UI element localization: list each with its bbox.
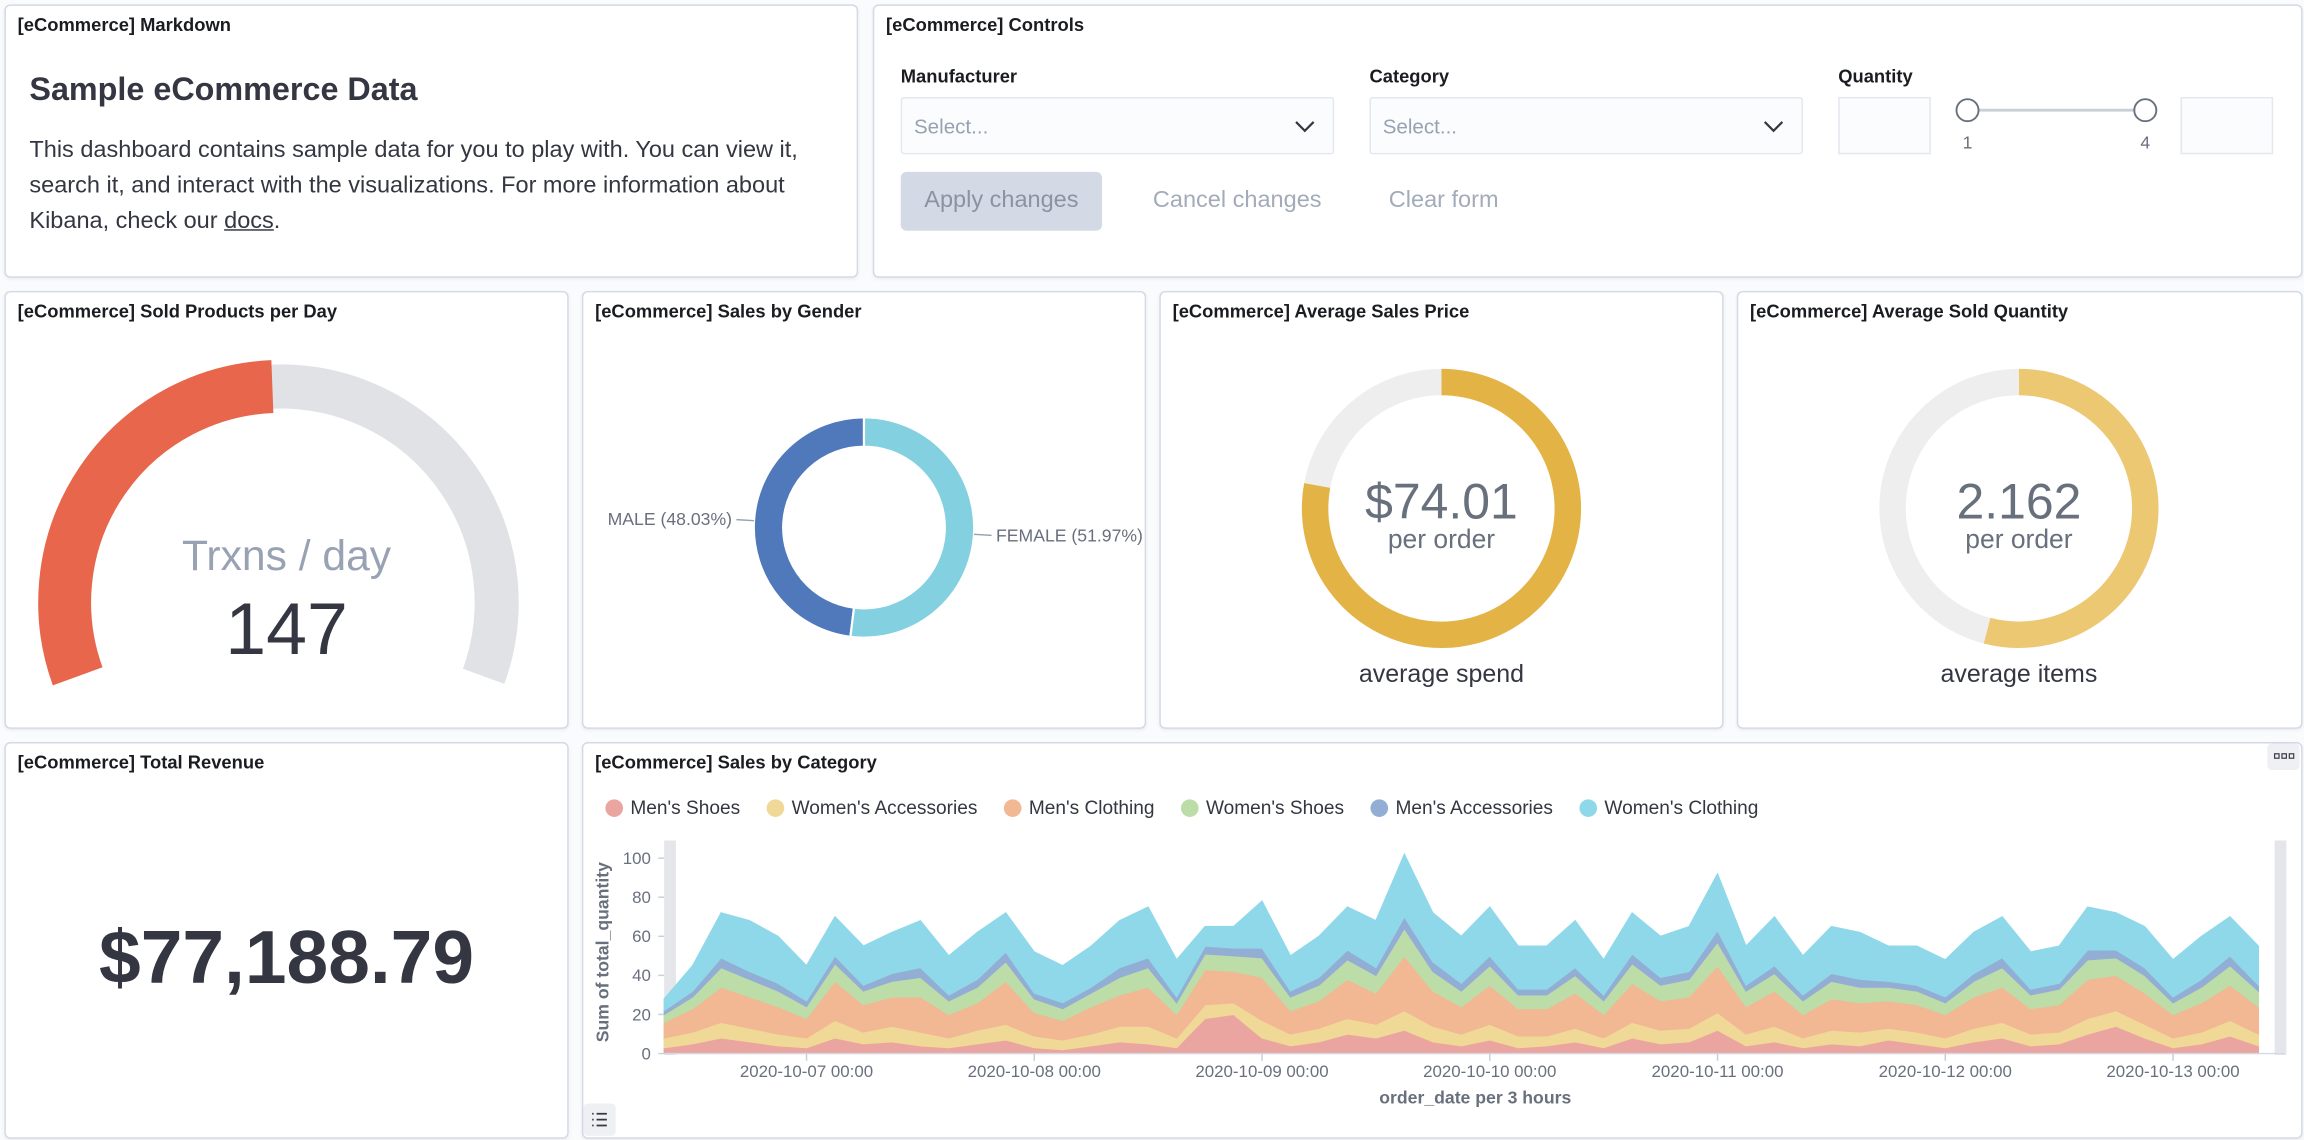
manufacturer-select[interactable]: Select... [900, 96, 1335, 155]
panel-title: [eCommerce] Sales by Gender [595, 301, 862, 322]
pie-chart: MALE (48.03%) FEMALE (51.97%) [608, 416, 1143, 639]
x-tick-label: 2020-10-08 00:00 [968, 1062, 1101, 1081]
legend-label: Men's Clothing [1029, 798, 1155, 819]
x-tick-label: 2020-10-10 00:00 [1423, 1062, 1556, 1081]
metric-subtitle: per order [1965, 524, 2072, 554]
panel-title: [eCommerce] Total Revenue [17, 752, 265, 773]
gauge-panel: [eCommerce] Sold Products per Day Trxns … [4, 290, 569, 729]
quantity-max-input[interactable] [2180, 96, 2274, 155]
text: . [273, 208, 281, 234]
y-tick-label: 60 [632, 927, 651, 946]
control-label: Category [1369, 66, 1450, 87]
docs-link[interactable]: docs [224, 208, 274, 234]
legend-label: Women's Clothing [1604, 798, 1758, 819]
legend-label: Men's Accessories [1395, 798, 1553, 819]
metric-value: 2.162 [1956, 474, 2081, 530]
legend-swatch [1003, 799, 1022, 817]
control-label: Manufacturer [900, 66, 1018, 87]
metric-panel: [eCommerce] Total Revenue $77,188.79 [4, 742, 569, 1139]
cancel-button[interactable]: Cancel changes [1152, 188, 1322, 214]
panel-title: [eCommerce] Markdown [17, 14, 231, 36]
y-tick-label: 80 [632, 888, 651, 907]
slider-min-label: 1 [1963, 132, 1973, 152]
panel-title: [eCommerce] Average Sales Price [1172, 301, 1470, 322]
markdown-text: This dashboard contains sample data for … [29, 134, 837, 240]
legend-swatch [766, 799, 785, 817]
gauge-label: Trxns / day [182, 532, 392, 580]
pie-slice [752, 416, 866, 639]
legend-swatch [1180, 799, 1199, 817]
x-axis-title: order_date per 3 hours [1379, 1088, 1571, 1108]
chevron [1295, 121, 1315, 133]
legend-label: Women's Shoes [1206, 798, 1344, 819]
x-tick-label: 2020-10-07 00:00 [740, 1062, 873, 1081]
metric-subtitle: per order [1388, 524, 1495, 554]
slider-handle[interactable] [1955, 98, 1980, 123]
icon [592, 1112, 607, 1127]
y-tick-label: 100 [623, 849, 651, 868]
panel-title: [eCommerce] Sales by Category [595, 752, 877, 773]
legend-swatch [1370, 799, 1389, 817]
metric-panel: [eCommerce] Average Sold Quantity 2.162 p… [1736, 290, 2303, 729]
panel-title: [eCommerce] Average Sold Quantity [1750, 301, 2069, 322]
area-chart: 0 20 40 60 80 100 2020-10-07 00:00 2020-10-08 0… [583, 743, 2300, 1136]
y-tick-label: 20 [632, 1005, 651, 1024]
icon [2288, 753, 2295, 759]
legend-swatch [1579, 799, 1598, 817]
ring-value [1301, 368, 1581, 648]
pie-label: FEMALE (51.97%) [996, 526, 1143, 546]
metric-label: average spend [1359, 660, 1524, 688]
clear-button[interactable]: Clear form [1388, 188, 1499, 214]
pie-label: MALE (48.03%) [608, 509, 732, 529]
pie-slice [849, 416, 976, 639]
placeholder: Select... [913, 114, 989, 139]
metric-value: $74.01 [1365, 474, 1518, 530]
chevron [1763, 121, 1784, 133]
metric-value: $77,188.79 [99, 915, 474, 999]
metric-chart: $77,188.79 [99, 915, 474, 999]
pie-panel: [eCommerce] Sales by Gender MALE (48.03%… [581, 290, 1147, 729]
area-series [663, 852, 2260, 1012]
legend-label: Women's Accessories [792, 798, 978, 819]
x-tick-label: 2020-10-12 00:00 [1879, 1062, 2012, 1081]
gauge-chart: Trxns / day 147 [38, 360, 519, 686]
gauge-value [38, 360, 274, 686]
metric-label: average items [1941, 660, 2098, 688]
legend-swatch [605, 799, 624, 817]
y-axis-title: Sum of total_quantity [592, 862, 612, 1042]
icon [2281, 753, 2287, 759]
area-panel: [eCommerce] Sales by Category 0 20 40 60 80 1… [581, 742, 2303, 1139]
controls-panel: [eCommerce] Controls Manufacturer Select… [872, 4, 2303, 278]
legend-label: Men's Shoes [630, 798, 740, 819]
panel-title: [eCommerce] Controls [886, 14, 1085, 36]
category-select[interactable]: Select... [1369, 96, 1803, 155]
scroll-edge [2274, 840, 2287, 1056]
options-button[interactable] [2267, 743, 2300, 770]
x-tick-label: 2020-10-13 00:00 [2106, 1062, 2239, 1081]
apply-button[interactable]: Apply changes [900, 171, 1103, 231]
x-tick-label: 2020-10-09 00:00 [1195, 1062, 1328, 1081]
scroll-edge [664, 840, 676, 1056]
ring-value [1983, 368, 2159, 648]
quantity-min-input[interactable] [1838, 96, 1931, 155]
markdown-heading: Sample eCommerce Data [29, 70, 418, 108]
text: This dashboard contains sample data for … [29, 138, 798, 234]
x-tick-label: 2020-10-11 00:00 [1652, 1062, 1784, 1081]
label-line [736, 518, 755, 522]
markdown-panel: [eCommerce] Markdown Sample eCommerce Da… [4, 4, 859, 278]
control-label: Quantity [1838, 66, 1913, 87]
label-line [973, 533, 992, 537]
slider-max-label: 4 [2140, 132, 2150, 152]
metric-panel: [eCommerce] Average Sales Price $74.01 pe… [1159, 290, 1724, 729]
slider-handle[interactable] [2133, 98, 2158, 123]
placeholder: Select... [1382, 114, 1458, 139]
y-tick-label: 0 [642, 1044, 651, 1063]
y-tick-label: 40 [632, 966, 651, 985]
panel-title: [eCommerce] Sold Products per Day [17, 301, 338, 322]
gauge-number: 147 [225, 587, 348, 670]
icon [2274, 753, 2280, 759]
